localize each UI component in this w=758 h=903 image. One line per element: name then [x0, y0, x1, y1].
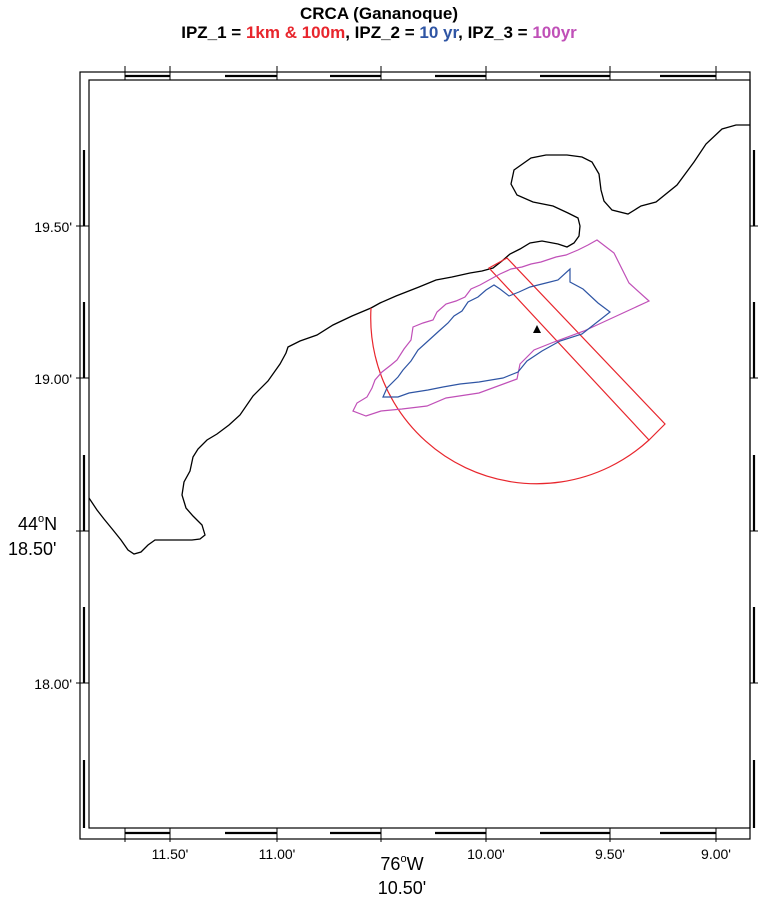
x-tick-label-3: 10.00' — [467, 846, 505, 862]
x-center-degree-value: 76 — [380, 854, 400, 874]
frame-scale-bars — [82, 74, 756, 835]
ipz2-zone — [382, 267, 611, 398]
y-tick-label-1: 19.50' — [34, 219, 72, 235]
x-tick-label-2: 11.00' — [259, 846, 296, 862]
y-tick-label-3: 18.00' — [34, 676, 72, 692]
y-tick-label-2: 19.00' — [34, 371, 72, 387]
x-tick-label-1: 11.50' — [152, 846, 189, 862]
map-title-line-1: CRCA (Gananoque) — [299, 4, 459, 23]
ipz1-circle — [370, 307, 650, 485]
y-center-degree-value: 44 — [18, 514, 38, 534]
x-center-minute-label: 10.50' — [378, 878, 426, 898]
station-marker-icon — [533, 325, 541, 333]
ipz2-value: 10 yr — [419, 23, 459, 42]
ipz2-label: , IPZ_2 = — [345, 23, 420, 42]
x-tick-label-5: 9.00' — [701, 846, 731, 862]
y-center-degree-label: 44oN — [18, 513, 57, 534]
y-center-degree-symbol: o — [38, 513, 44, 525]
shoreline — [88, 124, 750, 555]
ipz3-label: , IPZ_3 = — [458, 23, 533, 42]
map-title: CRCA (Gananoque) IPZ_1 = 1km & 100m, IPZ… — [0, 4, 758, 42]
x-center-degree-symbol: o — [400, 853, 406, 865]
map-frame — [79, 71, 751, 840]
x-tick-label-4: 9.50' — [595, 846, 625, 862]
ipz1-label: IPZ_1 = — [181, 23, 246, 42]
map-title-line-2: IPZ_1 = 1km & 100m, IPZ_2 = 10 yr, IPZ_3… — [0, 23, 758, 42]
ipz1-strip — [488, 257, 666, 441]
y-center-degree-suffix: N — [44, 514, 57, 534]
ipz3-value: 100yr — [532, 23, 577, 42]
ipz3-zone — [352, 239, 651, 417]
y-center-minute-label: 18.50' — [8, 539, 56, 559]
x-center-degree-label: 76oW — [380, 853, 423, 874]
ipz1-zone — [370, 257, 666, 485]
x-center-degree-suffix: W — [407, 854, 424, 874]
frame-ticks — [76, 66, 758, 842]
ipz1-value: 1km & 100m — [245, 23, 346, 42]
